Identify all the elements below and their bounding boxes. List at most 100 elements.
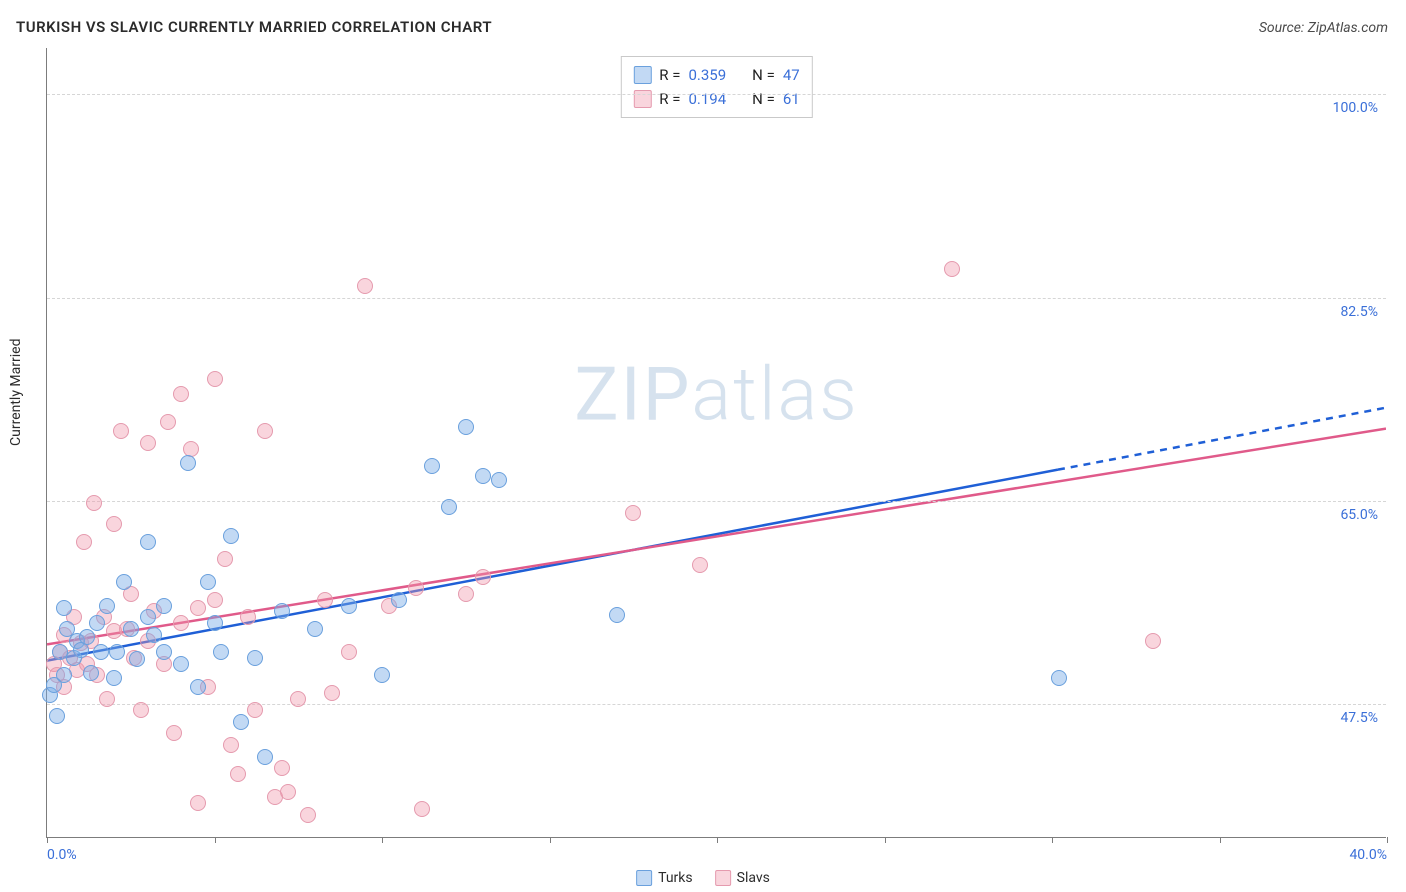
scatter-point bbox=[93, 644, 109, 660]
scatter-point bbox=[280, 784, 296, 800]
n-label: N = bbox=[752, 63, 775, 87]
scatter-point bbox=[475, 569, 491, 585]
r-value: 0.359 bbox=[688, 63, 726, 87]
gridline bbox=[47, 501, 1386, 502]
scatter-point bbox=[86, 495, 102, 511]
legend-label: Slavs bbox=[737, 870, 770, 886]
scatter-point bbox=[49, 708, 65, 724]
scatter-point bbox=[230, 766, 246, 782]
trend-line-dashed bbox=[1058, 408, 1386, 470]
scatter-point bbox=[56, 667, 72, 683]
scatter-point bbox=[341, 598, 357, 614]
scatter-point bbox=[160, 414, 176, 430]
scatter-point bbox=[140, 534, 156, 550]
scatter-point bbox=[233, 714, 249, 730]
scatter-point bbox=[173, 615, 189, 631]
scatter-point bbox=[123, 621, 139, 637]
x-tick-mark bbox=[47, 837, 48, 843]
scatter-point bbox=[247, 702, 263, 718]
scatter-point bbox=[609, 607, 625, 623]
legend-swatch bbox=[633, 66, 651, 84]
x-tick-mark bbox=[1220, 837, 1221, 843]
x-tick-mark bbox=[1387, 837, 1388, 843]
correlation-legend-row: R = 0.359 N = 47 bbox=[633, 63, 799, 87]
scatter-point bbox=[1145, 633, 1161, 649]
scatter-point bbox=[207, 371, 223, 387]
series-legend: TurksSlavs bbox=[636, 870, 770, 886]
y-tick-label: 100.0% bbox=[1333, 100, 1378, 116]
scatter-point bbox=[223, 528, 239, 544]
scatter-point bbox=[300, 807, 316, 823]
x-tick-mark bbox=[885, 837, 886, 843]
scatter-point bbox=[190, 795, 206, 811]
scatter-point bbox=[357, 278, 373, 294]
scatter-point bbox=[1051, 670, 1067, 686]
legend-swatch bbox=[633, 90, 651, 108]
scatter-point bbox=[190, 600, 206, 616]
scatter-point bbox=[180, 455, 196, 471]
r-label: R = bbox=[659, 87, 680, 111]
scatter-point bbox=[408, 580, 424, 596]
scatter-point bbox=[56, 600, 72, 616]
y-axis-label: Currently Married bbox=[8, 339, 24, 446]
y-tick-label: 47.5% bbox=[1340, 710, 1378, 726]
scatter-point bbox=[146, 627, 162, 643]
scatter-point bbox=[156, 644, 172, 660]
r-label: R = bbox=[659, 63, 680, 87]
scatter-point bbox=[257, 749, 273, 765]
scatter-point bbox=[140, 435, 156, 451]
scatter-point bbox=[324, 685, 340, 701]
scatter-point bbox=[166, 725, 182, 741]
x-tick-label: 40.0% bbox=[1349, 847, 1387, 863]
scatter-point bbox=[391, 592, 407, 608]
scatter-point bbox=[83, 665, 99, 681]
scatter-point bbox=[240, 609, 256, 625]
n-value: 61 bbox=[783, 87, 800, 111]
scatter-point bbox=[213, 644, 229, 660]
scatter-point bbox=[133, 702, 149, 718]
scatter-point bbox=[692, 557, 708, 573]
legend-swatch bbox=[715, 870, 731, 886]
scatter-point bbox=[76, 534, 92, 550]
gridline bbox=[47, 298, 1386, 299]
scatter-point bbox=[424, 458, 440, 474]
n-value: 47 bbox=[783, 63, 800, 87]
scatter-point bbox=[113, 423, 129, 439]
watermark-thin: atlas bbox=[691, 352, 858, 439]
scatter-point bbox=[491, 472, 507, 488]
scatter-point bbox=[217, 551, 233, 567]
scatter-point bbox=[116, 574, 132, 590]
scatter-point bbox=[106, 670, 122, 686]
scatter-point bbox=[341, 644, 357, 660]
legend-swatch bbox=[636, 870, 652, 886]
scatter-point bbox=[374, 667, 390, 683]
x-tick-mark bbox=[382, 837, 383, 843]
scatter-point bbox=[257, 423, 273, 439]
scatter-point bbox=[207, 615, 223, 631]
scatter-point bbox=[274, 603, 290, 619]
n-label: N = bbox=[752, 87, 775, 111]
scatter-point bbox=[290, 691, 306, 707]
scatter-point bbox=[274, 760, 290, 776]
x-tick-mark bbox=[215, 837, 216, 843]
scatter-point bbox=[307, 621, 323, 637]
legend-item: Slavs bbox=[715, 870, 770, 886]
scatter-point bbox=[414, 801, 430, 817]
scatter-point bbox=[173, 386, 189, 402]
scatter-point bbox=[458, 586, 474, 602]
scatter-point bbox=[944, 261, 960, 277]
scatter-point bbox=[129, 651, 145, 667]
scatter-point bbox=[200, 574, 216, 590]
scatter-point bbox=[79, 629, 95, 645]
scatter-point bbox=[140, 609, 156, 625]
scatter-point bbox=[475, 468, 491, 484]
trend-line-solid bbox=[47, 470, 1058, 661]
source-credit: Source: ZipAtlas.com bbox=[1259, 20, 1388, 36]
scatter-point bbox=[441, 499, 457, 515]
scatter-point bbox=[99, 691, 115, 707]
x-tick-mark bbox=[550, 837, 551, 843]
y-tick-label: 82.5% bbox=[1340, 304, 1378, 320]
scatter-point bbox=[207, 592, 223, 608]
gridline bbox=[47, 94, 1386, 95]
watermark-text: ZIPatlas bbox=[574, 352, 858, 439]
